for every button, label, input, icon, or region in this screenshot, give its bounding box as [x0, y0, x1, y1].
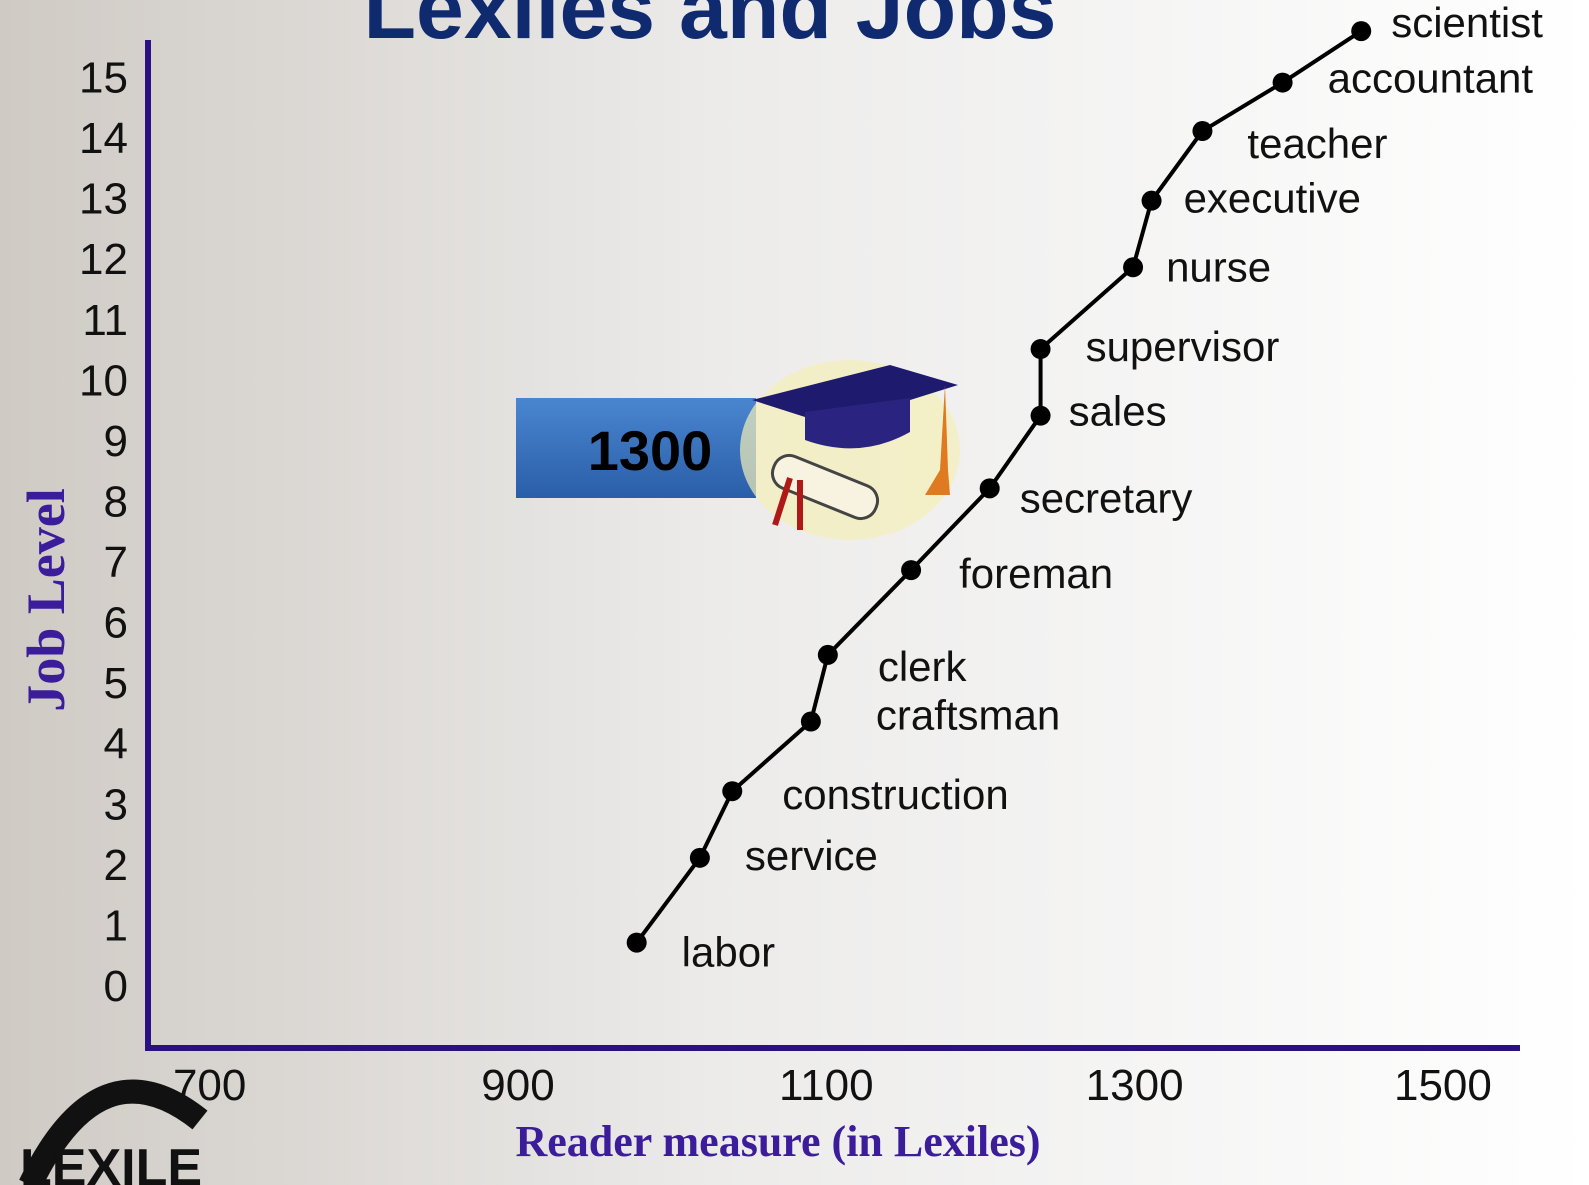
- y-tick-label: 0: [104, 962, 128, 1011]
- point: [901, 560, 921, 580]
- y-tick-label: 9: [104, 417, 128, 466]
- point-label: construction: [782, 771, 1008, 818]
- logo-text: LEXILE: [20, 1139, 202, 1185]
- point-label: executive: [1184, 175, 1361, 222]
- y-tick-label: 6: [104, 599, 128, 648]
- point-label: accountant: [1328, 55, 1534, 102]
- x-tick-label: 1500: [1394, 1061, 1492, 1110]
- point-label: teacher: [1247, 120, 1387, 167]
- point: [1351, 21, 1371, 41]
- y-tick-label: 11: [82, 296, 128, 345]
- x-tick-label: 1300: [1086, 1061, 1184, 1110]
- y-tick-label: 5: [104, 659, 128, 708]
- point-label: craftsman: [876, 692, 1060, 739]
- point: [980, 478, 1000, 498]
- point: [1031, 339, 1051, 359]
- chart-title: Lexiles and Jobs: [363, 0, 1056, 57]
- x-tick-label: 1100: [779, 1061, 874, 1110]
- point: [818, 645, 838, 665]
- point: [801, 712, 821, 732]
- point: [1273, 73, 1293, 93]
- y-tick-label: 3: [104, 780, 128, 829]
- point-label: clerk: [878, 643, 968, 690]
- y-tick-label: 7: [104, 538, 128, 587]
- point-label: secretary: [1020, 474, 1193, 521]
- point-label: supervisor: [1086, 323, 1280, 370]
- chart: Lexiles and Jobs Job Level Reader measur…: [0, 0, 1589, 1185]
- y-tick-label: 8: [104, 477, 128, 526]
- point: [722, 781, 742, 801]
- badge-text: 1300: [588, 419, 713, 482]
- y-tick-label: 1: [104, 901, 128, 950]
- y-tick-label: 12: [79, 235, 128, 284]
- y-axis-label: Job Level: [16, 488, 76, 712]
- y-tick-label: 13: [79, 175, 128, 224]
- y-tick-label: 2: [104, 841, 128, 890]
- graduation-icon: [740, 360, 960, 540]
- point: [690, 848, 710, 868]
- point-label: sales: [1069, 388, 1167, 435]
- point: [1123, 257, 1143, 277]
- point-label: service: [745, 832, 878, 879]
- y-tick-label: 14: [79, 114, 128, 163]
- point: [1142, 191, 1162, 211]
- y-tick-label: 10: [79, 356, 128, 405]
- y-tick-label: 4: [104, 720, 128, 769]
- point: [627, 933, 647, 953]
- point-label: labor: [682, 929, 775, 976]
- point: [1192, 121, 1212, 141]
- point-label: scientist: [1391, 0, 1543, 46]
- x-axis-label: Reader measure (in Lexiles): [515, 1117, 1040, 1166]
- badge: 1300: [516, 398, 756, 498]
- point-label: nurse: [1166, 243, 1271, 290]
- point-label: foreman: [959, 550, 1113, 597]
- x-tick-label: 700: [173, 1061, 246, 1110]
- point: [1031, 406, 1051, 426]
- y-tick-label: 15: [79, 54, 128, 103]
- x-tick-label: 900: [481, 1061, 554, 1110]
